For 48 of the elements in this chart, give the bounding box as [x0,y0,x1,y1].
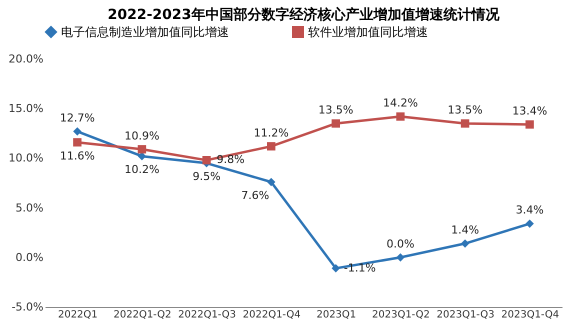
data-label: 3.4% [516,204,544,217]
y-tick-label: 0.0% [16,250,44,264]
data-label: 10.9% [124,129,160,142]
y-tick-label: 10.0% [8,152,44,165]
data-label: 12.7% [60,111,95,124]
legend-label: 软件业增加值同比增速 [308,25,428,39]
data-label: -1.1% [344,261,376,274]
x-tick-label: 2022Q1 [58,310,98,320]
x-tick-label: 2022Q1-Q2 [113,310,172,320]
point [138,145,146,154]
point [460,119,470,128]
data-label: 9.5% [192,170,221,184]
data-label: 0.0% [386,237,414,250]
y-tick-label: 15.0% [8,102,44,116]
data-label: 1.4% [451,224,480,237]
y-tick-label: -5.0% [12,300,44,314]
x-tick-label: 2022Q1-Q4 [242,310,301,320]
y-tick-label: 5.0% [16,201,44,214]
x-tick-label: 2023Q1-Q3 [436,310,495,320]
data-label: 13.4% [512,104,548,118]
point [73,138,82,147]
x-tick-label: 2023Q1-Q2 [372,310,430,320]
point [526,219,534,228]
data-label: 11.2% [254,126,289,140]
point [526,120,534,129]
point [138,152,146,160]
data-label: 10.2% [124,163,160,176]
point [396,253,405,262]
point [202,156,211,164]
data-label: 14.2% [382,96,418,110]
point [267,142,276,150]
point [460,239,470,248]
data-label: 13.5% [318,103,354,116]
point [332,119,340,128]
point [267,178,276,186]
legend-label: 电子信息制造业增加值同比增速 [61,25,229,39]
point [332,264,340,272]
x-tick-label: 2022Q1-Q3 [178,310,236,320]
data-label: 9.8% [216,153,245,166]
data-label: 7.6% [241,189,270,202]
data-label: 11.6% [60,149,95,162]
chart-title: 2022-2023年中国部分数字经济核心产业增加值增速统计情况 [108,6,500,23]
x-tick-label: 2023Q1 [316,310,356,320]
y-tick-label: 20.0% [8,52,44,66]
point [73,127,82,136]
point [396,112,405,121]
data-label: 13.5% [448,103,483,116]
x-tick-label: 2023Q1-Q4 [501,310,560,320]
